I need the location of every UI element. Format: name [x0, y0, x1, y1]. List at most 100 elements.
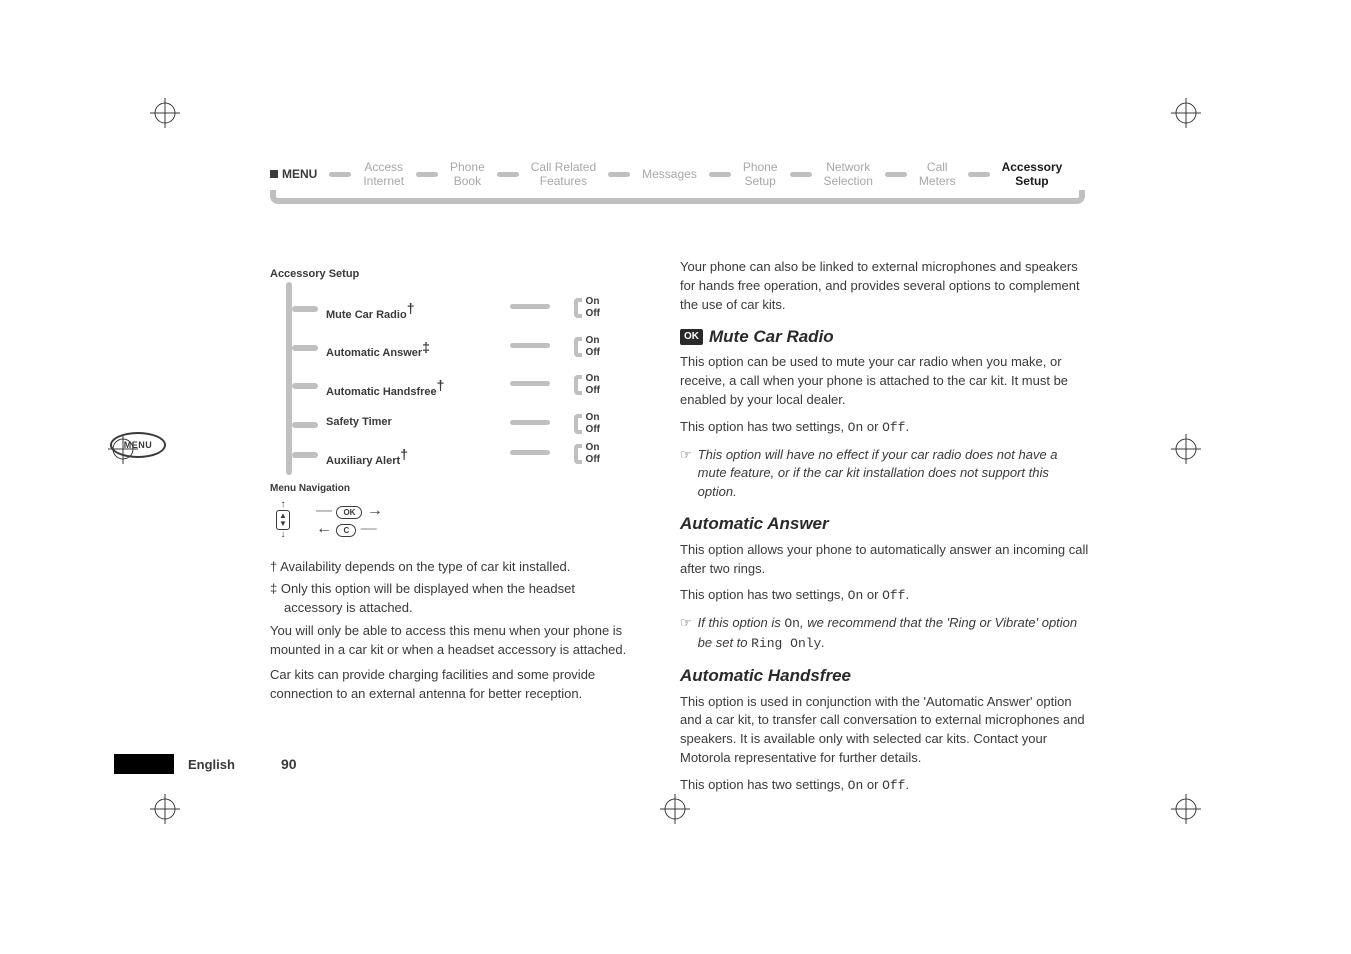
nav-icons: ↑▲▼↓ — OK → ← C —: [270, 500, 630, 540]
tree-item: Automatic Handsfree† On Off: [300, 367, 630, 406]
footnote-dagger: † Availability depends on the type of ca…: [284, 558, 630, 577]
connector-icon: [709, 172, 731, 177]
crop-mark-bl: [150, 794, 180, 824]
breadcrumb-item: CallMeters: [919, 160, 956, 189]
section-title: Mute Car Radio: [709, 325, 834, 350]
bracket-icon: [574, 414, 582, 434]
connector-icon: [416, 172, 438, 177]
crop-mark-mr: [1171, 434, 1201, 464]
tree-item-label: Automatic Answer: [326, 347, 422, 359]
crop-mark-br: [1171, 794, 1201, 824]
bracket-icon: [574, 375, 582, 395]
option-off: Off: [586, 308, 600, 320]
footer-page-number: 90: [281, 756, 297, 772]
branch-icon: [510, 343, 550, 348]
branch-icon: [510, 304, 550, 309]
option-off: Off: [586, 454, 600, 466]
option-on: On: [586, 442, 600, 454]
connector-icon: [968, 172, 990, 177]
left-body-text: † Availability depends on the type of ca…: [270, 558, 630, 704]
connector-icon: [608, 172, 630, 177]
dagger-mark: ‡: [422, 339, 430, 355]
breadcrumb-item: PhoneSetup: [743, 160, 778, 189]
connector-icon: [497, 172, 519, 177]
left-paragraph: Car kits can provide charging facilities…: [270, 666, 630, 704]
intro-paragraph: Your phone can also be linked to externa…: [680, 258, 1090, 315]
menu-tree: Mute Car Radio† On Off Automatic Answer‡…: [270, 290, 630, 475]
left-paragraph: You will only be able to access this men…: [270, 622, 630, 660]
tree-item-label: Safety Timer: [326, 416, 392, 428]
section-paragraph: This option has two settings, On or Off.: [680, 586, 1090, 606]
section-heading-automatic-answer: Automatic Answer: [680, 512, 1090, 537]
right-column: Your phone can also be linked to externa…: [680, 258, 1090, 804]
breadcrumb-trail: [270, 190, 1085, 204]
ok-pill: OK: [336, 506, 362, 519]
branch-icon: [510, 381, 550, 386]
footnote-ddagger: ‡ Only this option will be displayed whe…: [284, 580, 630, 618]
dagger-mark: †: [407, 300, 415, 316]
tree-item: Safety Timer On Off: [300, 406, 630, 436]
bracket-icon: [574, 337, 582, 357]
ok-c-icons: — OK → ← C —: [316, 502, 383, 538]
option-on: On: [586, 335, 600, 347]
tree-item-label: Auxiliary Alert: [326, 455, 400, 467]
menu-oval-label: MENU: [124, 440, 153, 450]
left-column: Accessory Setup Mute Car Radio† On Off A…: [270, 268, 630, 710]
crop-mark-tl: [150, 98, 180, 128]
ok-badge-icon: OK: [680, 329, 703, 346]
onoff-options: On Off: [586, 442, 600, 466]
option-off: Off: [586, 347, 600, 359]
section-heading-automatic-handsfree: Automatic Handsfree: [680, 664, 1090, 689]
connector-icon: [790, 172, 812, 177]
option-on: On: [586, 373, 600, 385]
section-paragraph: This option has two settings, On or Off.: [680, 418, 1090, 438]
branch-icon: [510, 450, 550, 455]
c-pill: C: [336, 524, 356, 537]
footer-black-bar: [114, 754, 174, 774]
connector-icon: [885, 172, 907, 177]
branch-icon: [510, 420, 550, 425]
dagger-mark: †: [400, 446, 408, 462]
tree-trunk-icon: [286, 282, 292, 475]
breadcrumb-item: Messages: [642, 167, 697, 181]
tree-item: Automatic Answer‡ On Off: [300, 329, 630, 368]
breadcrumb: MENU AccessInternet PhoneBook Call Relat…: [270, 160, 1062, 189]
note: ☞ If this option is On, we recommend tha…: [680, 614, 1090, 654]
tree-item-label: Automatic Handsfree: [326, 386, 437, 398]
breadcrumb-item: NetworkSelection: [824, 160, 873, 189]
breadcrumb-start: MENU: [270, 167, 317, 181]
section-title: Automatic Answer: [680, 512, 829, 537]
scroll-updown-icon: ↑▲▼↓: [270, 500, 296, 540]
note: ☞ This option will have no effect if you…: [680, 446, 1090, 503]
tree-item: Auxiliary Alert† On Off: [300, 436, 630, 475]
onoff-options: On Off: [586, 335, 600, 359]
section-paragraph: This option allows your phone to automat…: [680, 541, 1090, 579]
breadcrumb-item: AccessInternet: [363, 160, 404, 189]
breadcrumb-item-active: AccessorySetup: [1002, 160, 1063, 189]
note-text: If this option is On, we recommend that …: [698, 614, 1090, 654]
section-paragraph: This option can be used to mute your car…: [680, 353, 1090, 410]
onoff-options: On Off: [586, 296, 600, 320]
breadcrumb-start-label: MENU: [282, 167, 317, 181]
bracket-icon: [574, 444, 582, 464]
breadcrumb-item: PhoneBook: [450, 160, 485, 189]
square-icon: [270, 170, 278, 178]
tree-item-label: Mute Car Radio: [326, 309, 407, 321]
option-on: On: [586, 412, 600, 424]
section-paragraph: This option has two settings, On or Off.: [680, 776, 1090, 796]
pointing-hand-icon: ☞: [680, 614, 692, 654]
tree-title: Accessory Setup: [270, 268, 630, 280]
note-text: This option will have no effect if your …: [698, 446, 1090, 503]
bracket-icon: [574, 298, 582, 318]
onoff-options: On Off: [586, 373, 600, 397]
nav-hint-label: Menu Navigation: [270, 483, 630, 494]
option-off: Off: [586, 385, 600, 397]
footer-language: English: [188, 757, 235, 772]
tree-item: Mute Car Radio† On Off: [300, 290, 630, 329]
onoff-options: On Off: [586, 412, 600, 436]
section-paragraph: This option is used in conjunction with …: [680, 693, 1090, 768]
connector-icon: [329, 172, 351, 177]
section-title: Automatic Handsfree: [680, 664, 851, 689]
dagger-mark: †: [437, 377, 445, 393]
page-footer: English 90: [114, 754, 297, 774]
